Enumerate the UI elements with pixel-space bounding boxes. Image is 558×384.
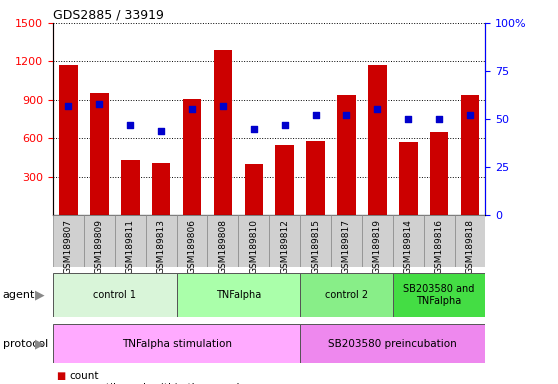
Bar bbox=[276, 145, 294, 215]
FancyBboxPatch shape bbox=[238, 215, 270, 267]
FancyBboxPatch shape bbox=[393, 273, 485, 317]
Text: GSM189819: GSM189819 bbox=[373, 219, 382, 274]
Point bbox=[187, 106, 196, 113]
Text: GSM189814: GSM189814 bbox=[404, 219, 413, 274]
FancyBboxPatch shape bbox=[115, 215, 146, 267]
Text: ▶: ▶ bbox=[35, 337, 45, 350]
FancyBboxPatch shape bbox=[300, 273, 393, 317]
Text: control 1: control 1 bbox=[93, 290, 136, 300]
Text: SB203580 preincubation: SB203580 preincubation bbox=[329, 339, 457, 349]
Text: percentile rank within the sample: percentile rank within the sample bbox=[70, 383, 246, 384]
FancyBboxPatch shape bbox=[455, 215, 485, 267]
Text: GSM189808: GSM189808 bbox=[218, 219, 228, 274]
Point bbox=[157, 127, 166, 134]
Bar bbox=[337, 95, 356, 215]
Point bbox=[311, 112, 320, 118]
Text: GSM189813: GSM189813 bbox=[157, 219, 166, 274]
FancyBboxPatch shape bbox=[208, 215, 238, 267]
Text: GSM189806: GSM189806 bbox=[187, 219, 196, 274]
FancyBboxPatch shape bbox=[176, 215, 208, 267]
FancyBboxPatch shape bbox=[331, 215, 362, 267]
FancyBboxPatch shape bbox=[84, 215, 115, 267]
Point bbox=[373, 106, 382, 113]
FancyBboxPatch shape bbox=[270, 215, 300, 267]
FancyBboxPatch shape bbox=[176, 273, 300, 317]
Text: GSM189818: GSM189818 bbox=[465, 219, 474, 274]
FancyBboxPatch shape bbox=[424, 215, 455, 267]
Bar bbox=[461, 95, 479, 215]
Point bbox=[126, 122, 134, 128]
Text: GDS2885 / 33919: GDS2885 / 33919 bbox=[53, 9, 164, 22]
Bar bbox=[214, 50, 232, 215]
FancyBboxPatch shape bbox=[53, 215, 84, 267]
FancyBboxPatch shape bbox=[393, 215, 424, 267]
Bar bbox=[244, 164, 263, 215]
Bar bbox=[183, 99, 201, 215]
Bar bbox=[152, 162, 170, 215]
Text: GSM189807: GSM189807 bbox=[64, 219, 73, 274]
Text: protocol: protocol bbox=[3, 339, 48, 349]
Text: TNFalpha stimulation: TNFalpha stimulation bbox=[122, 339, 232, 349]
Text: control 2: control 2 bbox=[325, 290, 368, 300]
Text: GSM189815: GSM189815 bbox=[311, 219, 320, 274]
Point bbox=[64, 103, 73, 109]
Point bbox=[404, 116, 413, 122]
Text: ■: ■ bbox=[56, 383, 65, 384]
Bar bbox=[368, 65, 387, 215]
FancyBboxPatch shape bbox=[53, 324, 300, 363]
Bar bbox=[59, 65, 78, 215]
FancyBboxPatch shape bbox=[300, 215, 331, 267]
Point bbox=[342, 112, 351, 118]
Text: TNFalpha: TNFalpha bbox=[216, 290, 261, 300]
Text: ▶: ▶ bbox=[35, 288, 45, 301]
Point bbox=[280, 122, 289, 128]
FancyBboxPatch shape bbox=[362, 215, 393, 267]
Point bbox=[95, 101, 104, 107]
Text: ■: ■ bbox=[56, 371, 65, 381]
Text: GSM189816: GSM189816 bbox=[435, 219, 444, 274]
Text: GSM189817: GSM189817 bbox=[342, 219, 351, 274]
Text: agent: agent bbox=[3, 290, 35, 300]
Bar bbox=[121, 160, 140, 215]
Bar bbox=[430, 132, 449, 215]
FancyBboxPatch shape bbox=[53, 273, 176, 317]
Bar bbox=[306, 141, 325, 215]
Point bbox=[218, 103, 227, 109]
Point bbox=[465, 112, 474, 118]
Text: GSM189812: GSM189812 bbox=[280, 219, 289, 274]
Text: GSM189810: GSM189810 bbox=[249, 219, 258, 274]
Text: GSM189811: GSM189811 bbox=[126, 219, 134, 274]
Bar bbox=[90, 93, 109, 215]
Point bbox=[249, 126, 258, 132]
FancyBboxPatch shape bbox=[146, 215, 176, 267]
FancyBboxPatch shape bbox=[300, 324, 485, 363]
Text: count: count bbox=[70, 371, 99, 381]
Text: GSM189809: GSM189809 bbox=[95, 219, 104, 274]
Text: SB203580 and
TNFalpha: SB203580 and TNFalpha bbox=[403, 284, 475, 306]
Point bbox=[435, 116, 444, 122]
Bar bbox=[399, 142, 417, 215]
